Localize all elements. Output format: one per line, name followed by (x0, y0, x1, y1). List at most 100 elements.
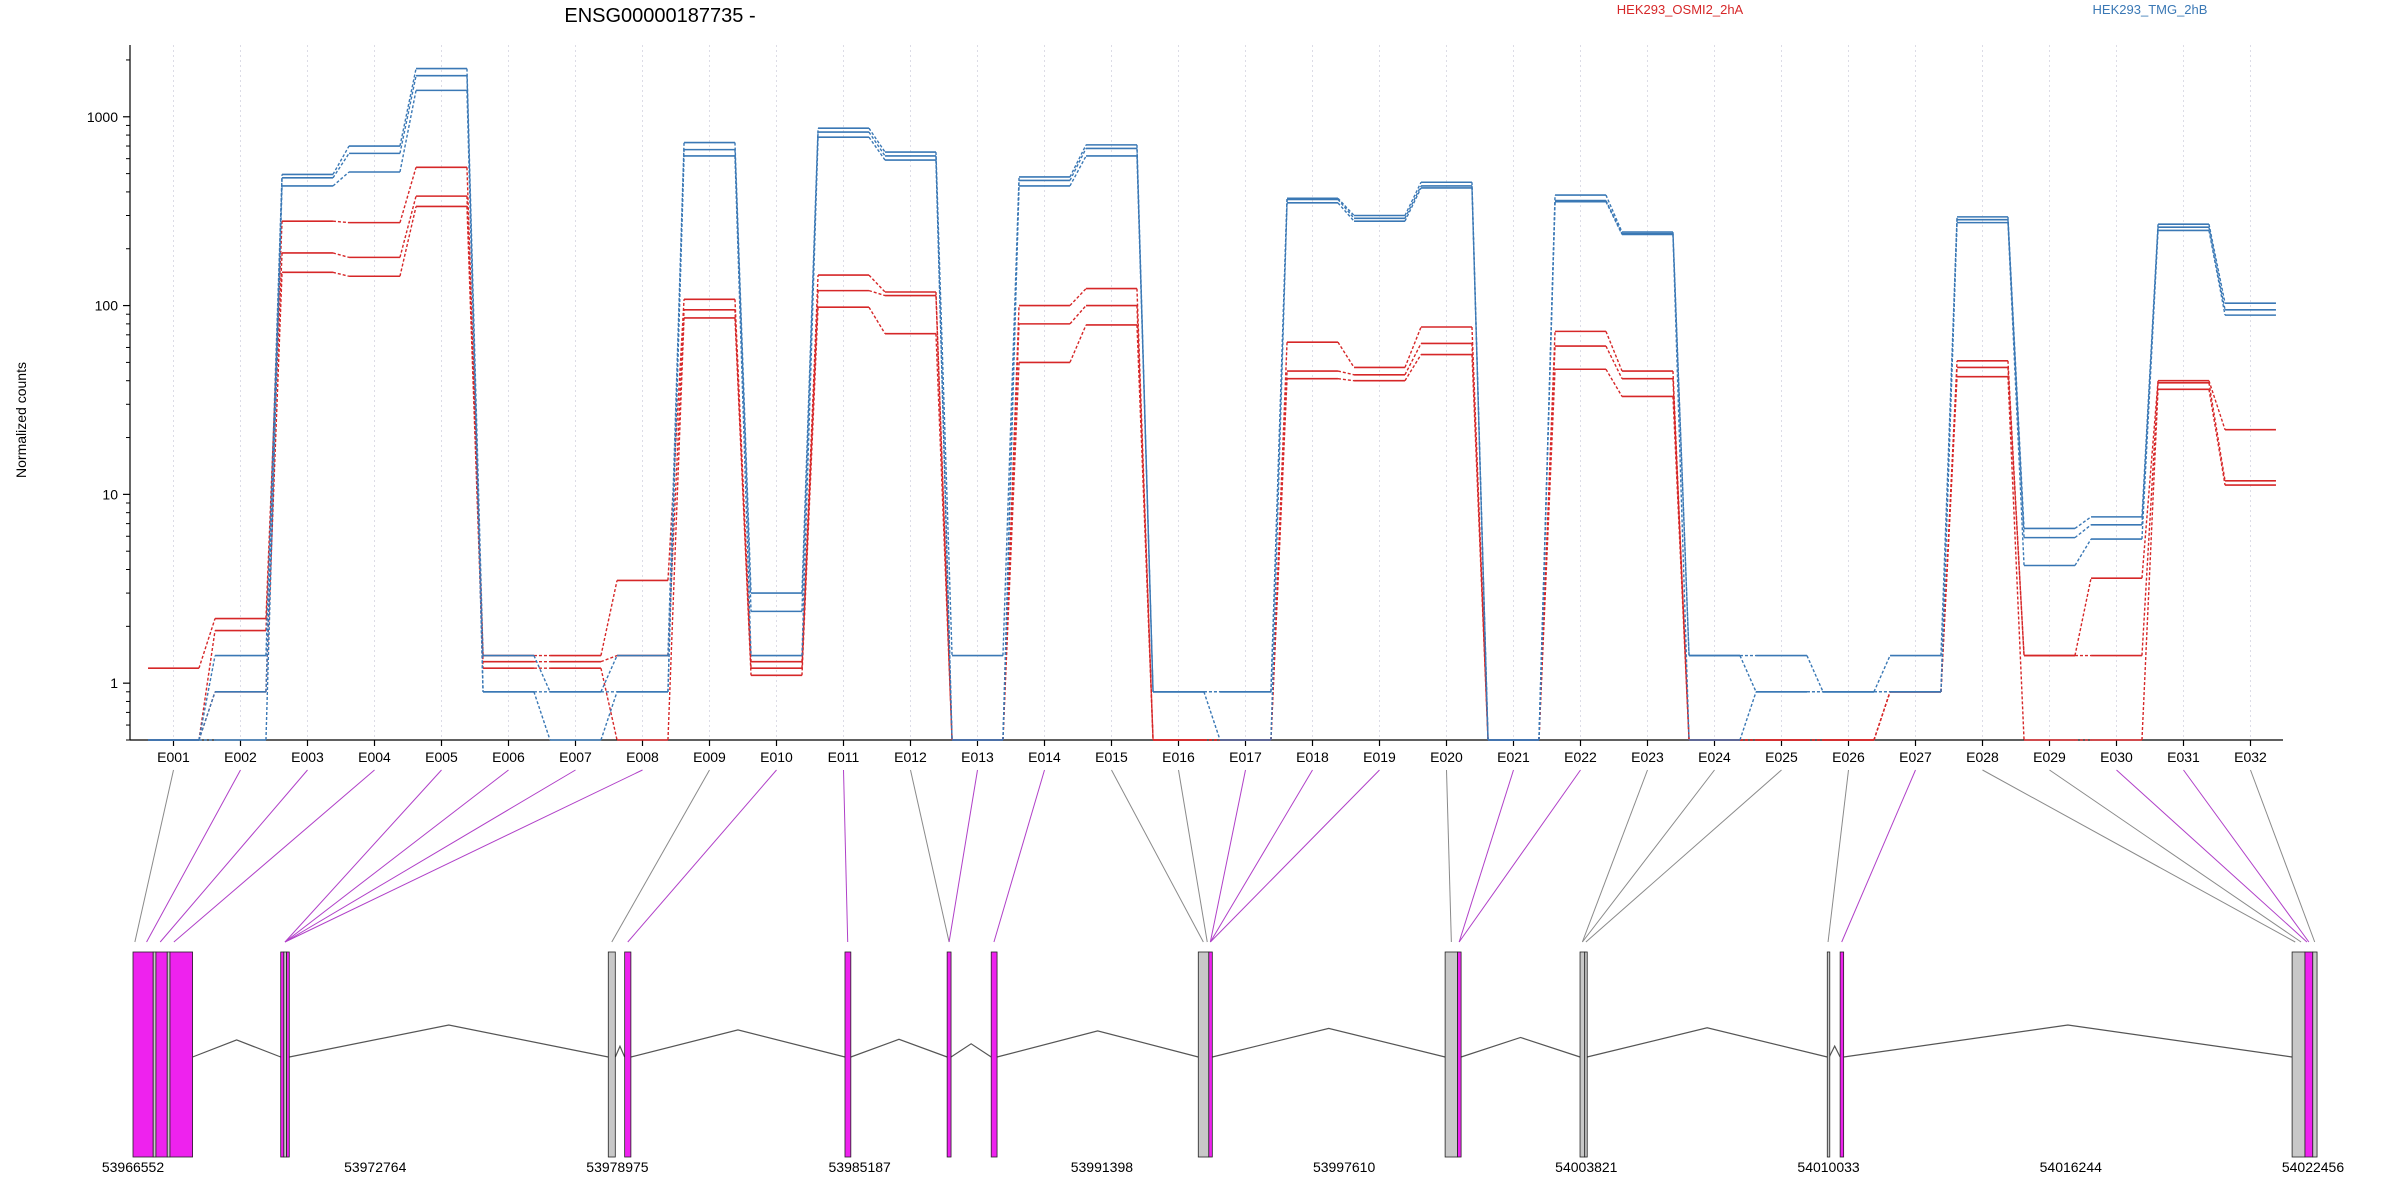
x-tick-label-e027: E027 (1899, 749, 1932, 765)
series-connector (2208, 230, 2226, 316)
x-tick-label-e011: E011 (828, 749, 860, 765)
series-connector (667, 309, 685, 656)
y-tick-label: 100 (95, 298, 119, 314)
series-connector (399, 90, 417, 173)
series-connector (1940, 376, 1958, 692)
series-connector (600, 668, 618, 741)
exon-highlighted (844, 951, 852, 1158)
series-connector (2208, 380, 2226, 430)
intron-line (1586, 1027, 1828, 1058)
plot-series (148, 67, 2276, 741)
y-tick-label: 1000 (87, 109, 118, 125)
exon-map-line-e013 (948, 769, 978, 943)
genomic-coordinate-label: 54010033 (1797, 1159, 1860, 1175)
series-connector (265, 177, 283, 692)
series-connector (1337, 370, 1355, 376)
series-connector (868, 306, 886, 335)
intron-line (1212, 1027, 1446, 1058)
exon-map-line-e018 (1209, 769, 1313, 943)
series-connector (1337, 377, 1355, 382)
series-connector (600, 580, 618, 656)
series-connector (1404, 343, 1422, 376)
series-connector (1069, 324, 1087, 363)
series-connector (1404, 181, 1422, 216)
series-connector (533, 655, 551, 693)
series-connector (1136, 148, 1154, 692)
series-connector (868, 289, 886, 297)
exon-map-line-e025 (1585, 769, 1782, 943)
exon-map-line-e031 (2183, 769, 2310, 943)
series-connector (2074, 538, 2092, 566)
x-tick-label-e026: E026 (1832, 749, 1865, 765)
exon (1584, 951, 1588, 1158)
series-connector (801, 307, 819, 676)
intron-line (289, 1024, 609, 1058)
exon-map-line-e003 (159, 769, 308, 943)
exon (607, 951, 616, 1158)
intron-line (1843, 1024, 2293, 1058)
x-tick-label-e025: E025 (1765, 749, 1798, 765)
series-connector (1069, 144, 1087, 178)
intron-line (192, 1039, 281, 1058)
intron-line (996, 1030, 1199, 1058)
x-tick-label-e010: E010 (760, 749, 793, 765)
x-tick-label-e008: E008 (626, 749, 659, 765)
exon-map-line-e005 (284, 769, 442, 943)
x-tick-label-e030: E030 (2100, 749, 2133, 765)
series-connector (801, 275, 819, 662)
series-connector (198, 655, 216, 741)
series-connector (1069, 305, 1087, 325)
series-connector (2007, 367, 2025, 656)
exon-highlighted (1457, 951, 1462, 1158)
legend-label-osmi2: HEK293_OSMI2_2hA (1617, 2, 1744, 17)
exon-highlighted (169, 951, 193, 1158)
exon-mapping-lines (134, 769, 2316, 943)
series-connector (801, 137, 819, 656)
exon (2312, 951, 2318, 1158)
genomic-coordinate-label: 53972764 (344, 1159, 407, 1175)
x-tick-label-e028: E028 (1966, 749, 1999, 765)
exon-map-line-e014 (993, 769, 1045, 943)
series-connector (332, 171, 350, 187)
series-connector (399, 195, 417, 258)
exon-highlighted (155, 951, 168, 1158)
series-connector (1672, 233, 1690, 656)
x-tick-label-e020: E020 (1430, 749, 1463, 765)
x-tick-label-e016: E016 (1162, 749, 1195, 765)
exon (1826, 951, 1831, 1158)
series-connector (332, 252, 350, 259)
exon (152, 951, 157, 1158)
exon-map-line-e010 (627, 769, 777, 943)
series-connector (1739, 655, 1757, 693)
intron-line (630, 1029, 846, 1058)
genomic-coordinate-label: 54016244 (2040, 1159, 2103, 1175)
y-tick-label: 1 (110, 675, 118, 691)
series-connector (1270, 202, 1288, 741)
series-connector (1672, 234, 1690, 741)
series-connector (466, 75, 484, 692)
series-connector (1404, 185, 1422, 219)
series-connector (2141, 380, 2159, 579)
series-connector (1873, 691, 1891, 741)
series-connector (2007, 376, 2025, 741)
x-tick-label-e021: E021 (1497, 749, 1530, 765)
exon-map-line-e001 (134, 769, 174, 943)
exon-map-line-e002 (146, 769, 241, 943)
series-connector (399, 206, 417, 277)
x-tick-label-e015: E015 (1095, 749, 1128, 765)
exon-map-line-e023 (1581, 769, 1648, 943)
series-connector (2208, 227, 2226, 310)
exon-highlighted (280, 951, 285, 1158)
x-tick-label-e029: E029 (2033, 749, 2066, 765)
series-connector (1940, 222, 1958, 692)
legend-label-tmg: HEK293_TMG_2hB (2093, 2, 2208, 17)
series-connector (1136, 155, 1154, 692)
genomic-coordinate-label: 54003821 (1555, 1159, 1618, 1175)
series-connector (1337, 197, 1355, 216)
series-connector (198, 618, 216, 669)
series-connector (935, 152, 953, 656)
exon-map-line-e009 (611, 769, 710, 943)
x-tick-label-e001: E001 (157, 749, 190, 765)
exon (166, 951, 171, 1158)
